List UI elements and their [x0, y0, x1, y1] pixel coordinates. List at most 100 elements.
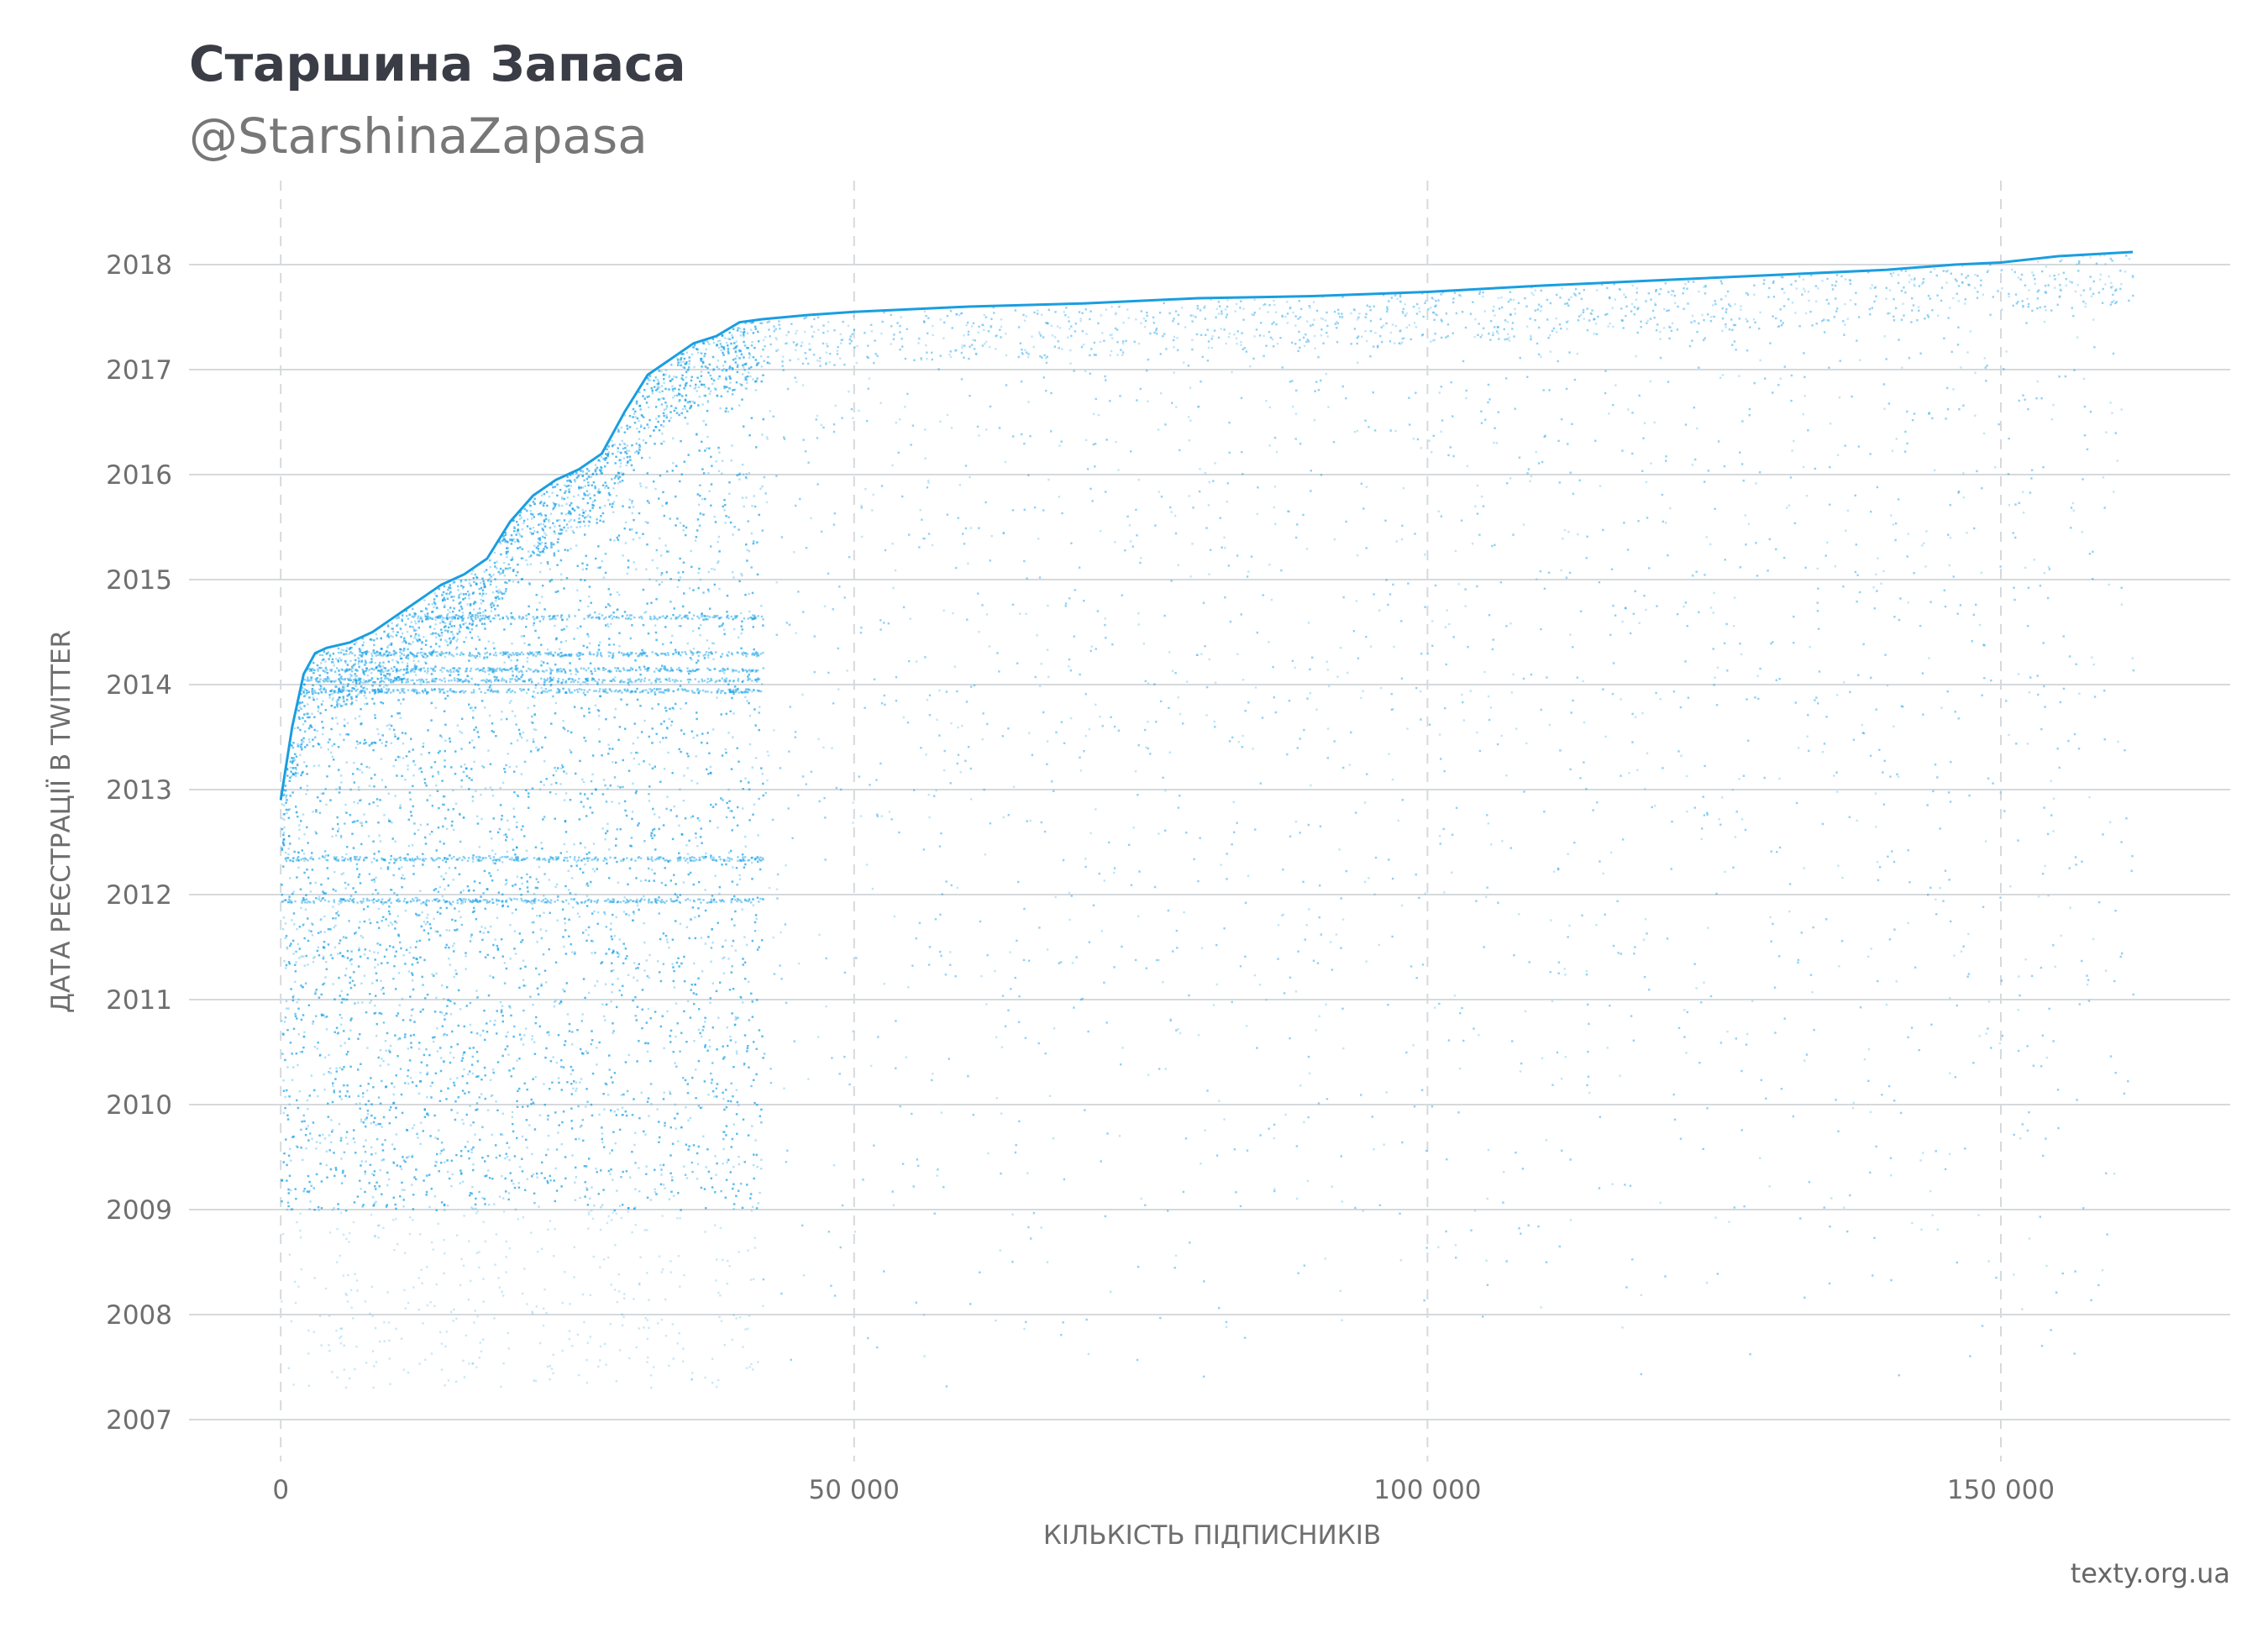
scatter-point	[453, 1057, 455, 1059]
scatter-point	[393, 676, 396, 680]
scatter-point	[540, 513, 543, 517]
scatter-point	[751, 505, 753, 507]
scatter-point	[748, 356, 751, 360]
scatter-point	[346, 722, 349, 725]
scatter-point	[696, 782, 699, 785]
scatter-point	[445, 929, 448, 932]
scatter-point	[338, 827, 340, 830]
scatter-point	[301, 772, 303, 774]
scatter-point	[678, 400, 680, 403]
scatter-point	[718, 339, 722, 342]
scatter-point	[347, 694, 349, 696]
scatter-point	[288, 1103, 291, 1105]
scatter-point	[701, 403, 704, 406]
scatter-point	[738, 327, 742, 330]
scatter-points	[281, 254, 2135, 1389]
scatter-point	[641, 1026, 643, 1030]
scatter-point	[560, 767, 563, 769]
scatter-point	[746, 1184, 748, 1186]
scatter-point	[391, 622, 393, 625]
scatter-point	[732, 570, 734, 574]
scatter-point	[617, 952, 619, 954]
scatter-point	[748, 743, 752, 746]
scatter-point	[570, 518, 572, 522]
scatter-point	[717, 560, 720, 563]
scatter-point	[671, 963, 674, 965]
scatter-point	[496, 831, 500, 834]
scatter-point	[706, 339, 708, 343]
scatter-point	[322, 947, 325, 949]
scatter-point	[560, 1143, 563, 1146]
scatter-point	[557, 538, 559, 540]
scatter-point	[486, 656, 489, 659]
scatter-point	[528, 581, 531, 584]
scatter-point	[554, 1000, 556, 1003]
scatter-point	[459, 580, 463, 582]
scatter-point	[702, 420, 705, 423]
scatter-point	[414, 635, 417, 638]
scatter-point	[655, 580, 658, 582]
scatter-point	[523, 1082, 526, 1084]
scatter-point	[584, 485, 586, 487]
scatter-point	[479, 1034, 482, 1037]
scatter-point	[305, 1147, 307, 1150]
scatter-point	[477, 635, 480, 638]
scatter-point	[512, 807, 515, 810]
scatter-point	[683, 1165, 685, 1168]
scatter-point	[648, 785, 651, 788]
scatter-point	[294, 980, 297, 984]
scatter-point	[738, 357, 741, 360]
scatter-point	[344, 887, 347, 890]
scatter-point	[628, 426, 632, 428]
scatter-point	[647, 633, 650, 635]
scatter-point	[335, 717, 338, 719]
scatter-point	[562, 1066, 565, 1068]
scatter-point	[660, 385, 664, 387]
scatter-point	[700, 937, 703, 939]
scatter-point	[466, 675, 470, 678]
scatter-point	[661, 504, 664, 507]
scatter-point	[348, 648, 351, 650]
scatter-point	[290, 1159, 292, 1162]
scatter-point	[398, 1004, 401, 1006]
scatter-point	[284, 1095, 286, 1099]
scatter-point	[328, 738, 331, 741]
scatter-point	[439, 734, 442, 737]
scatter-point	[360, 1188, 362, 1190]
scatter-point	[354, 747, 358, 749]
scatter-point	[734, 349, 738, 352]
scatter-point	[444, 1209, 446, 1211]
scatter-point	[450, 620, 453, 622]
scatter-point	[668, 375, 671, 377]
scatter-point	[729, 381, 732, 384]
scatter-point	[746, 549, 748, 551]
scatter-point	[306, 789, 309, 791]
scatter-point	[683, 387, 685, 390]
scatter-point	[753, 1041, 755, 1043]
scatter-point	[494, 853, 496, 855]
scatter-point	[394, 1107, 397, 1110]
scatter-point	[510, 659, 512, 662]
scatter-point	[351, 665, 354, 668]
scatter-point	[674, 648, 677, 651]
scatter-point	[433, 917, 435, 920]
scatter-point	[656, 567, 659, 570]
scatter-point	[617, 785, 619, 788]
scatter-point	[436, 1027, 438, 1030]
scatter-point	[282, 838, 286, 841]
scatter-point	[341, 1171, 344, 1174]
scatter-point	[587, 605, 590, 608]
scatter-point	[745, 943, 748, 946]
scatter-point	[693, 1040, 696, 1042]
scatter-point	[711, 382, 714, 386]
scatter-point	[757, 330, 759, 333]
scatter-point	[300, 955, 302, 958]
scatter-point	[453, 950, 455, 953]
scatter-point	[461, 619, 464, 622]
scatter-point	[446, 986, 449, 989]
scatter-point	[449, 963, 451, 966]
scatter-point	[428, 1053, 431, 1057]
scatter-point	[459, 581, 462, 584]
scatter-point	[289, 1147, 291, 1151]
scatter-point	[312, 745, 315, 748]
